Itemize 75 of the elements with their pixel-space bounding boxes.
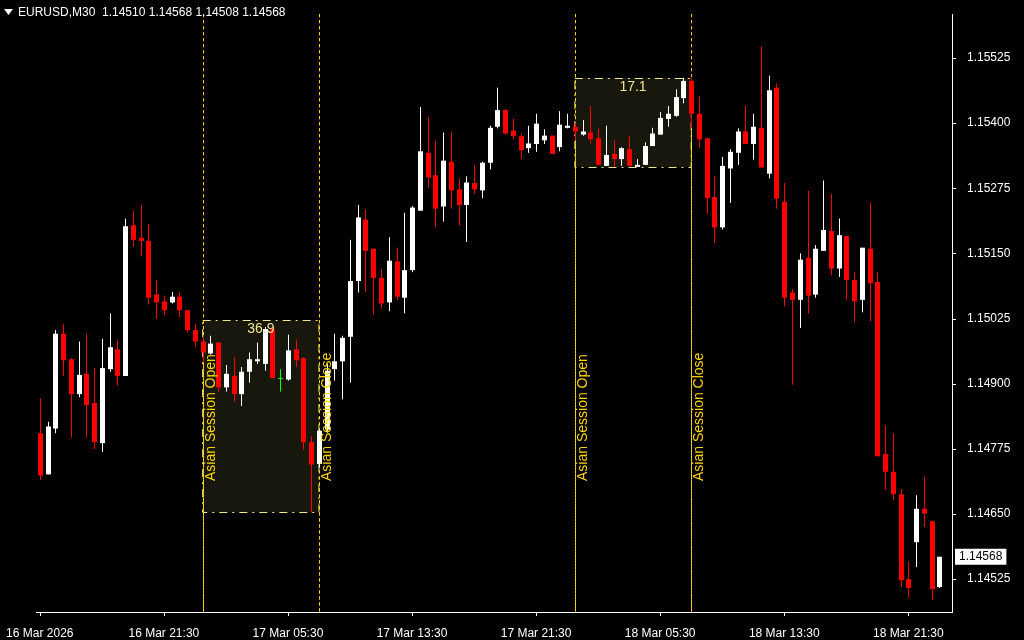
candlestick: [332, 333, 337, 382]
band-label: 17.1: [619, 78, 647, 95]
x-tick-label: 17 Mar 13:30: [376, 625, 448, 640]
candlestick: [495, 87, 500, 129]
chart-title: EURUSD,M30 1.14510 1.14568 1.14508 1.14568: [18, 5, 286, 19]
x-tick-label: 18 Mar 05:30: [624, 625, 696, 640]
candlestick: [790, 288, 795, 386]
candlestick: [177, 291, 182, 318]
candlestick: [743, 105, 748, 145]
x-tick-label: 17 Mar 05:30: [252, 625, 324, 640]
candlestick: [681, 77, 686, 104]
y-tick-label: 1.15400: [967, 115, 1011, 130]
candlestick: [751, 113, 756, 161]
candlestick: [464, 175, 469, 243]
ref-line-label: Asian Session Open: [574, 354, 591, 481]
y-tick-label: 1.14650: [967, 506, 1011, 521]
candlestick: [666, 105, 671, 128]
y-tick-label: 1.15025: [967, 310, 1011, 325]
y-tick-label: 1.14525: [967, 571, 1011, 586]
candlestick: [852, 271, 857, 323]
candlestick: [674, 88, 679, 118]
candlestick: [891, 432, 896, 501]
candlestick: [239, 366, 244, 407]
candlestick: [201, 336, 206, 363]
candlestick: [511, 118, 516, 140]
candlestick: [472, 164, 477, 195]
candlestick: [557, 110, 562, 152]
band-label: 36.9: [247, 320, 275, 337]
candlestick: [139, 204, 144, 258]
candlestick: [193, 323, 198, 348]
x-tick-label: 18 Mar 13:30: [748, 625, 820, 640]
candlestick: [457, 177, 462, 226]
candlestick: [77, 341, 82, 398]
candlestick: [534, 113, 539, 153]
candlestick: [728, 148, 733, 204]
candlestick: [294, 338, 299, 368]
candlestick: [255, 342, 260, 365]
candlestick: [162, 295, 167, 316]
y-tick-label: 1.14900: [967, 376, 1011, 391]
candlestick: [519, 133, 524, 160]
candlestick: [340, 335, 345, 400]
candlestick: [208, 335, 213, 356]
candlestick: [224, 364, 229, 393]
candlestick: [906, 560, 911, 598]
candlestick: [108, 312, 113, 373]
candlestick: [821, 179, 826, 252]
candlestick: [736, 127, 741, 166]
y-tick-label: 1.14775: [967, 441, 1011, 456]
y-tick-label: 1.15525: [967, 50, 1011, 65]
candlestick: [883, 424, 888, 491]
text: 1.14568: [959, 549, 1003, 564]
candlestick: [232, 356, 237, 403]
candlestick: [503, 108, 508, 136]
candlestick: [131, 210, 136, 248]
candlestick: [604, 125, 609, 167]
candlestick: [185, 309, 190, 334]
candlestick: [612, 139, 617, 168]
ref-line-label: Asian Session Open: [202, 354, 219, 481]
candlestick: [619, 146, 624, 167]
candlestick: [278, 368, 283, 393]
candlestick: [658, 111, 663, 136]
x-tick-label: 16 Mar 21:30: [128, 625, 200, 640]
candlestick: [526, 125, 531, 154]
candlestick: [627, 135, 632, 167]
ref-line-label: Asian Session Close: [690, 352, 707, 481]
y-tick-label: 1.15150: [967, 245, 1011, 260]
x-tick-label: 16 Mar 2026: [6, 625, 74, 640]
candlestick: [309, 435, 314, 513]
y-tick-label: 1.15275: [967, 180, 1011, 195]
x-tick-label: 17 Mar 21:30: [500, 625, 572, 640]
x-tick-label: 18 Mar 21:30: [872, 625, 944, 640]
ref-line-label: Asian Session Close: [318, 352, 335, 481]
candlestick: [247, 351, 252, 384]
candlestick: [643, 141, 648, 166]
candlestick: [154, 279, 159, 320]
